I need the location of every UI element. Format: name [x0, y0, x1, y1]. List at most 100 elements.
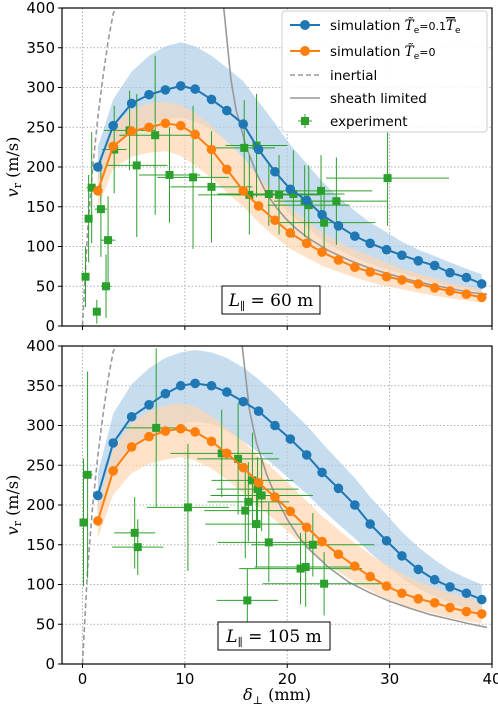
- experiment-point: [170, 409, 273, 498]
- simulation-point: [126, 411, 137, 422]
- experiment-point: [326, 130, 449, 226]
- y-tick-label: 150: [26, 198, 55, 216]
- experiment-point: [213, 100, 275, 196]
- y-tick-label: 250: [26, 118, 55, 136]
- simulation-point: [93, 162, 103, 172]
- simulation-point: [160, 85, 171, 95]
- simulation-point: [93, 186, 103, 196]
- simulation-point: [350, 231, 360, 241]
- simulation-point: [126, 126, 137, 137]
- simulation-point: [397, 551, 407, 561]
- top-annotation: L∥ = 60 m: [221, 285, 321, 315]
- simulation-point: [190, 378, 200, 389]
- simulation-point: [190, 427, 200, 437]
- top-ticks: 0 50 100 150 200 250 300 350 400: [26, 0, 493, 335]
- simulation-point: [108, 466, 118, 476]
- legend-item-experiment: experiment: [298, 114, 408, 130]
- y-tick-label: 350: [26, 377, 55, 395]
- simulation-point: [160, 388, 171, 399]
- simulation-point: [333, 221, 344, 231]
- y-tick-label: 300: [26, 79, 55, 97]
- simulation-point: [476, 279, 487, 289]
- legend-item-sim-orange: simulation T̃e=0: [290, 44, 435, 62]
- simulation-point: [206, 94, 217, 105]
- simulation-point: [413, 564, 424, 575]
- svg-text:simulation T̃e=0.1Te: simulation T̃e=0.1Te: [330, 18, 461, 36]
- bottom-annotation: L∥ = 105 m: [217, 621, 331, 651]
- y-tick-label: 400: [26, 0, 55, 17]
- svg-text:inertial: inertial: [330, 68, 377, 84]
- simulation-point: [190, 84, 200, 94]
- experiment-point: [100, 196, 116, 284]
- simulation-point: [429, 283, 440, 293]
- uncertainty-band: [97, 101, 482, 303]
- simulation-point: [476, 609, 487, 619]
- simulation-point: [175, 81, 186, 91]
- simulation-point: [175, 423, 186, 434]
- simulation-point: [144, 89, 154, 100]
- simulation-point: [301, 238, 312, 249]
- inertial-line: [81, 346, 117, 664]
- simulation-point: [365, 571, 375, 582]
- simulation-point: [206, 144, 217, 155]
- simulation-point: [333, 255, 344, 265]
- experiment-point: [81, 246, 90, 307]
- simulation-point: [381, 581, 392, 591]
- simulation-point: [381, 244, 392, 255]
- simulation-point: [301, 450, 312, 460]
- simulation-point: [238, 119, 249, 129]
- simulation-point: [397, 275, 407, 285]
- y-tick-label: 250: [26, 456, 55, 474]
- y-tick-label: 0: [45, 317, 55, 335]
- simulation-point: [108, 141, 118, 152]
- simulation-point: [238, 462, 249, 473]
- experiment-point: [262, 551, 386, 616]
- simulation-point: [270, 215, 280, 226]
- simulation-point: [93, 516, 103, 526]
- simulation-point: [222, 448, 232, 459]
- svg-text:simulation T̃e=0: simulation T̃e=0: [330, 44, 435, 62]
- y-tick-label: 200: [26, 496, 55, 514]
- simulation-point: [461, 606, 472, 617]
- svg-text:sheath limited: sheath limited: [330, 91, 427, 107]
- simulation-point: [445, 602, 455, 613]
- top-panel: 0 50 100 150 200 250 300 350 400 vr (m/s) L∥ = 6…: [3, 0, 493, 335]
- simulation-point: [285, 228, 296, 238]
- experiment-point: [251, 512, 375, 577]
- simulation-point: [238, 396, 249, 407]
- bottom-ylabel: vr (m/s): [3, 475, 24, 536]
- experiment-point: [106, 93, 168, 237]
- experiment-point: [210, 459, 313, 532]
- simulation-point: [381, 271, 392, 282]
- simulation-point: [445, 286, 455, 296]
- top-experiment-points: [81, 55, 449, 324]
- simulation-point: [350, 500, 360, 510]
- simulation-point: [429, 260, 440, 271]
- simulation-point: [285, 184, 296, 195]
- experiment-point: [82, 371, 93, 579]
- simulation-point: [144, 431, 154, 442]
- experiment-point: [94, 161, 108, 257]
- simulation-point: [285, 506, 296, 517]
- simulation-point: [160, 426, 171, 436]
- simulation-point: [222, 164, 232, 175]
- simulation-point: [461, 272, 472, 283]
- x-tick-label: 20: [278, 670, 297, 688]
- simulation-point: [381, 535, 392, 546]
- simulation-point: [253, 144, 264, 155]
- y-tick-label: 50: [36, 615, 55, 633]
- y-tick-label: 50: [36, 277, 55, 295]
- x-tick-label: 0: [78, 670, 88, 688]
- experiment-point: [92, 299, 101, 324]
- y-tick-label: 300: [26, 417, 55, 435]
- y-tick-label: 350: [26, 39, 55, 57]
- simulation-point: [253, 406, 264, 416]
- simulation-point: [317, 467, 327, 478]
- top-simulation-series: [93, 81, 487, 303]
- simulation-point: [108, 120, 118, 131]
- y-tick-label: 150: [26, 536, 55, 554]
- simulation-point: [397, 588, 407, 599]
- experiment-point: [211, 432, 294, 529]
- simulation-point: [350, 561, 360, 572]
